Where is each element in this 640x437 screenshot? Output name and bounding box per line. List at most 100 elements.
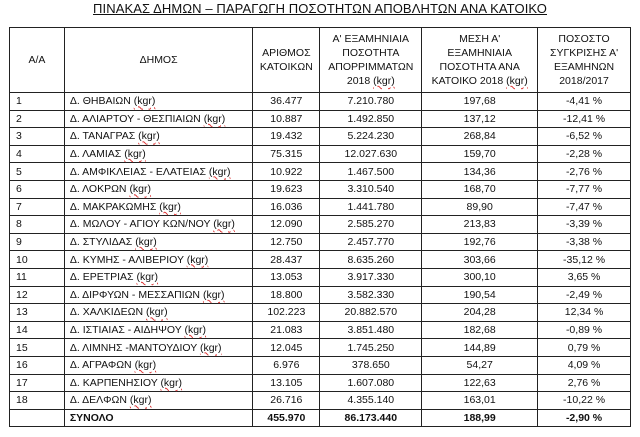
row-number: 9 xyxy=(9,232,65,252)
quantity: 20.882.570 xyxy=(319,303,423,322)
quantity: 7.210.780 xyxy=(319,92,423,111)
municipality-label: Δ. ΜΑΚΡΑΚΩΜΗΣ xyxy=(69,200,157,213)
per-capita: 54,27 xyxy=(421,355,539,375)
municipality-name: Δ. ΚΥΜΗΣ - ΑΛΙΒΕΡΙΟΥ (kgr) xyxy=(63,250,254,269)
row-number: 11 xyxy=(9,267,65,287)
municipality-label: Δ. ΛΑΜΙΑΣ xyxy=(69,148,122,161)
change-percent: 12,34 % xyxy=(537,303,631,322)
change-percent: -2,49 % xyxy=(537,285,631,305)
municipality-waste-table: Α/Α ΔΗΜΟΣ ΑΡΙΘΜΟΣ ΚΑΤΟΙΚΩΝ Α' ΕΞΑΜΗΝΙΑΙΑ… xyxy=(9,27,631,428)
municipality-label: Δ. ΑΛΙΑΡΤΟΥ - ΘΕΣΠΙΑΙΩΝ xyxy=(69,112,201,125)
table-row: 5 Δ. ΑΜΦΙΚΛΕΙΑΣ - ΕΛΑΤΕΙΑΣ (kgr) 10.922 1.4… xyxy=(9,162,631,181)
header-municipality: ΔΗΜΟΣ xyxy=(63,27,254,93)
population: 12.090 xyxy=(252,215,321,234)
municipality-label: Δ. ΙΣΤΙΑΙΑΣ - ΑΙΔΗΨΟΥ xyxy=(69,324,182,337)
header-aa: Α/Α xyxy=(9,27,65,93)
per-capita: 182,68 xyxy=(421,320,539,340)
municipality-label: Δ. ΑΜΦΙΚΛΕΙΑΣ - ΕΛΑΤΕΙΑΣ xyxy=(69,165,206,178)
municipality-label: Δ. ΔΕΛΦΩΝ xyxy=(69,394,127,407)
row-number: 15 xyxy=(9,338,65,357)
quantity: 1.745.250 xyxy=(319,338,423,357)
quantity: 1.492.850 xyxy=(319,109,423,129)
quantity: 4.355.140 xyxy=(319,391,423,410)
population: 21.083 xyxy=(252,320,321,340)
table-row: 6 Δ. ΛΟΚΡΩΝ (kgr) 19.623 3.310.540 168,70 -7,… xyxy=(9,179,631,199)
table-row: 15 Δ. ΛΙΜΝΗΣ -ΜΑΝΤΟΥΔΙΟΥ (kgr) 12.045 1.745… xyxy=(9,338,631,357)
municipality-name: Δ. ΑΜΦΙΚΛΕΙΑΣ - ΕΛΑΤΕΙΑΣ (kgr) xyxy=(63,162,254,181)
unit-label: (kgr) xyxy=(184,324,207,337)
unit-label: (kgr) xyxy=(202,288,225,301)
municipality-label: Δ. ΛΟΚΡΩΝ xyxy=(69,183,127,196)
per-capita: 159,70 xyxy=(421,144,539,164)
change-percent: -12,41 % xyxy=(537,109,631,129)
unit-label: (kgr) xyxy=(199,341,222,354)
header-per-capita-unit: (kgr) xyxy=(506,75,528,87)
population: 12.045 xyxy=(252,338,321,357)
municipality-name: Δ. ΤΑΝΑΓΡΑΣ (kgr) xyxy=(63,127,254,146)
header-quantity: Α' ΕΞΑΜΗΝΙΑΙΑ ΠΟΣΟΤΗΤΑ ΑΠΟΡΡΙΜΜΑΤΩΝ 2018… xyxy=(319,27,423,93)
per-capita: 213,83 xyxy=(421,215,539,234)
quantity: 378.650 xyxy=(319,355,423,375)
municipality-label: Δ. ΣΤΥΛΙΔΑΣ xyxy=(69,236,133,249)
row-number: 8 xyxy=(9,215,65,234)
total-per-capita: 188,99 xyxy=(421,408,539,428)
quantity: 5.224.230 xyxy=(319,127,423,146)
header-quantity-label: Α' ΕΞΑΜΗΝΙΑΙΑ ΠΟΣΟΤΗΤΑ ΑΠΟΡΡΙΜΜΑΤΩΝ 2018 xyxy=(328,33,414,87)
unit-label: (kgr) xyxy=(133,95,156,108)
row-number: 10 xyxy=(9,250,65,269)
municipality-label: Δ. ΚΥΜΗΣ - ΑΛΙΒΕΡΙΟΥ xyxy=(69,253,184,266)
total-row: ΣΥΝΟΛΟ 455.970 86.173.440 188,99 -2,90 % xyxy=(9,408,631,428)
header-quantity-unit: (kgr) xyxy=(373,75,395,87)
quantity: 1.467.500 xyxy=(319,162,423,181)
total-aa xyxy=(9,408,65,428)
change-percent: -10,22 % xyxy=(537,391,631,410)
population: 36.477 xyxy=(252,92,321,111)
municipality-label: Δ. ΕΡΕΤΡΙΑΣ xyxy=(69,271,134,284)
header-row: Α/Α ΔΗΜΟΣ ΑΡΙΘΜΟΣ ΚΑΤΟΙΚΩΝ Α' ΕΞΑΜΗΝΙΑΙΑ… xyxy=(9,27,631,93)
total-population: 455.970 xyxy=(252,408,321,428)
municipality-name: Δ. ΜΩΛΟΥ - ΑΓΙΟΥ ΚΩΝ/ΝΟΥ (kgr) xyxy=(63,215,254,234)
row-number: 2 xyxy=(9,109,65,129)
row-number: 12 xyxy=(9,285,65,305)
change-percent: -6,52 % xyxy=(537,127,631,146)
change-percent: 3,65 % xyxy=(537,267,631,287)
per-capita: 163,01 xyxy=(421,391,539,410)
table-row: 2 Δ. ΑΛΙΑΡΤΟΥ - ΘΕΣΠΙΑΙΩΝ (kgr) 10.887 1.49… xyxy=(9,109,631,129)
table-row: 1 Δ. ΘΗΒΑΙΩΝ (kgr) 36.477 7.210.780 197,68 -4… xyxy=(9,92,631,111)
quantity: 12.027.630 xyxy=(319,144,423,164)
row-number: 17 xyxy=(9,373,65,393)
municipality-name: Δ. ΧΑΛΚΙΔΕΩΝ (kgr) xyxy=(63,303,254,322)
municipality-name: Δ. ΛΙΜΝΗΣ -ΜΑΝΤΟΥΔΙΟΥ (kgr) xyxy=(63,338,254,357)
quantity: 3.310.540 xyxy=(319,179,423,199)
change-percent: 4,09 % xyxy=(537,355,631,375)
table-row: 9 Δ. ΣΤΥΛΙΔΑΣ (kgr) 12.750 2.457.770 192,76-… xyxy=(9,232,631,252)
municipality-name: Δ. ΑΛΙΑΡΤΟΥ - ΘΕΣΠΙΑΙΩΝ (kgr) xyxy=(63,109,254,129)
municipality-name: Δ. ΛΟΚΡΩΝ (kgr) xyxy=(63,179,254,199)
quantity: 3.582.330 xyxy=(319,285,423,305)
change-percent: -3,38 % xyxy=(537,232,631,252)
table-row: 10 Δ. ΚΥΜΗΣ - ΑΛΙΒΕΡΙΟΥ (kgr) 28.437 8.635.… xyxy=(9,250,631,269)
total-change: -2,90 % xyxy=(537,408,631,428)
per-capita: 144,89 xyxy=(421,338,539,357)
header-population: ΑΡΙΘΜΟΣ ΚΑΤΟΙΚΩΝ xyxy=(252,27,321,93)
municipality-label: Δ. ΔΙΡΦΥΩΝ - ΜΕΣΣΑΠΙΩΝ xyxy=(69,288,201,301)
change-percent: -7,77 % xyxy=(537,179,631,199)
population: 26.716 xyxy=(252,391,321,410)
row-number: 1 xyxy=(9,92,65,111)
municipality-label: Δ. ΛΙΜΝΗΣ -ΜΑΝΤΟΥΔΙΟΥ xyxy=(69,341,198,354)
municipality-label: Δ. ΚΑΡΠΕΝΗΣΙΟΥ xyxy=(69,376,158,389)
unit-label: (kgr) xyxy=(146,306,168,319)
change-percent: -35,12 % xyxy=(537,250,631,269)
population: 28.437 xyxy=(252,250,321,269)
per-capita: 122,63 xyxy=(421,373,539,393)
quantity: 3.851.480 xyxy=(319,320,423,340)
per-capita: 137,12 xyxy=(421,109,539,129)
change-percent: 2,76 % xyxy=(537,373,631,393)
change-percent: -0,89 % xyxy=(537,320,631,340)
total-label: ΣΥΝΟΛΟ xyxy=(63,408,254,428)
per-capita: 134,36 xyxy=(421,162,539,181)
change-percent: -3,39 % xyxy=(537,215,631,234)
per-capita: 89,90 xyxy=(421,197,539,217)
row-number: 16 xyxy=(9,355,65,375)
table-row: 13 Δ. ΧΑΛΚΙΔΕΩΝ (kgr) 102.223 20.882.570 204… xyxy=(9,303,631,322)
